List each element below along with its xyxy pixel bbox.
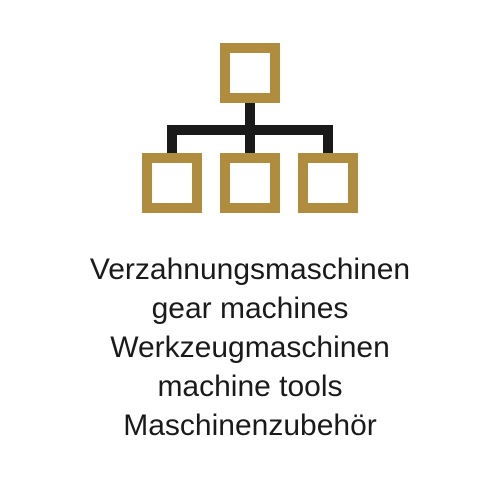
text-line-5: Maschinenzubehör <box>90 406 410 445</box>
text-line-1: Verzahnungsmaschinen <box>90 250 410 289</box>
bottom-right-box <box>303 158 353 208</box>
text-line-3: Werkzeugmaschinen <box>90 328 410 367</box>
top-box <box>225 48 275 98</box>
text-block: Verzahnungsmaschinen gear machines Werkz… <box>90 250 410 445</box>
bottom-middle-box <box>225 158 275 208</box>
hierarchy-icon <box>130 40 370 220</box>
connector-lines <box>172 95 328 160</box>
text-line-2: gear machines <box>90 289 410 328</box>
text-line-4: machine tools <box>90 367 410 406</box>
bottom-left-box <box>147 158 197 208</box>
